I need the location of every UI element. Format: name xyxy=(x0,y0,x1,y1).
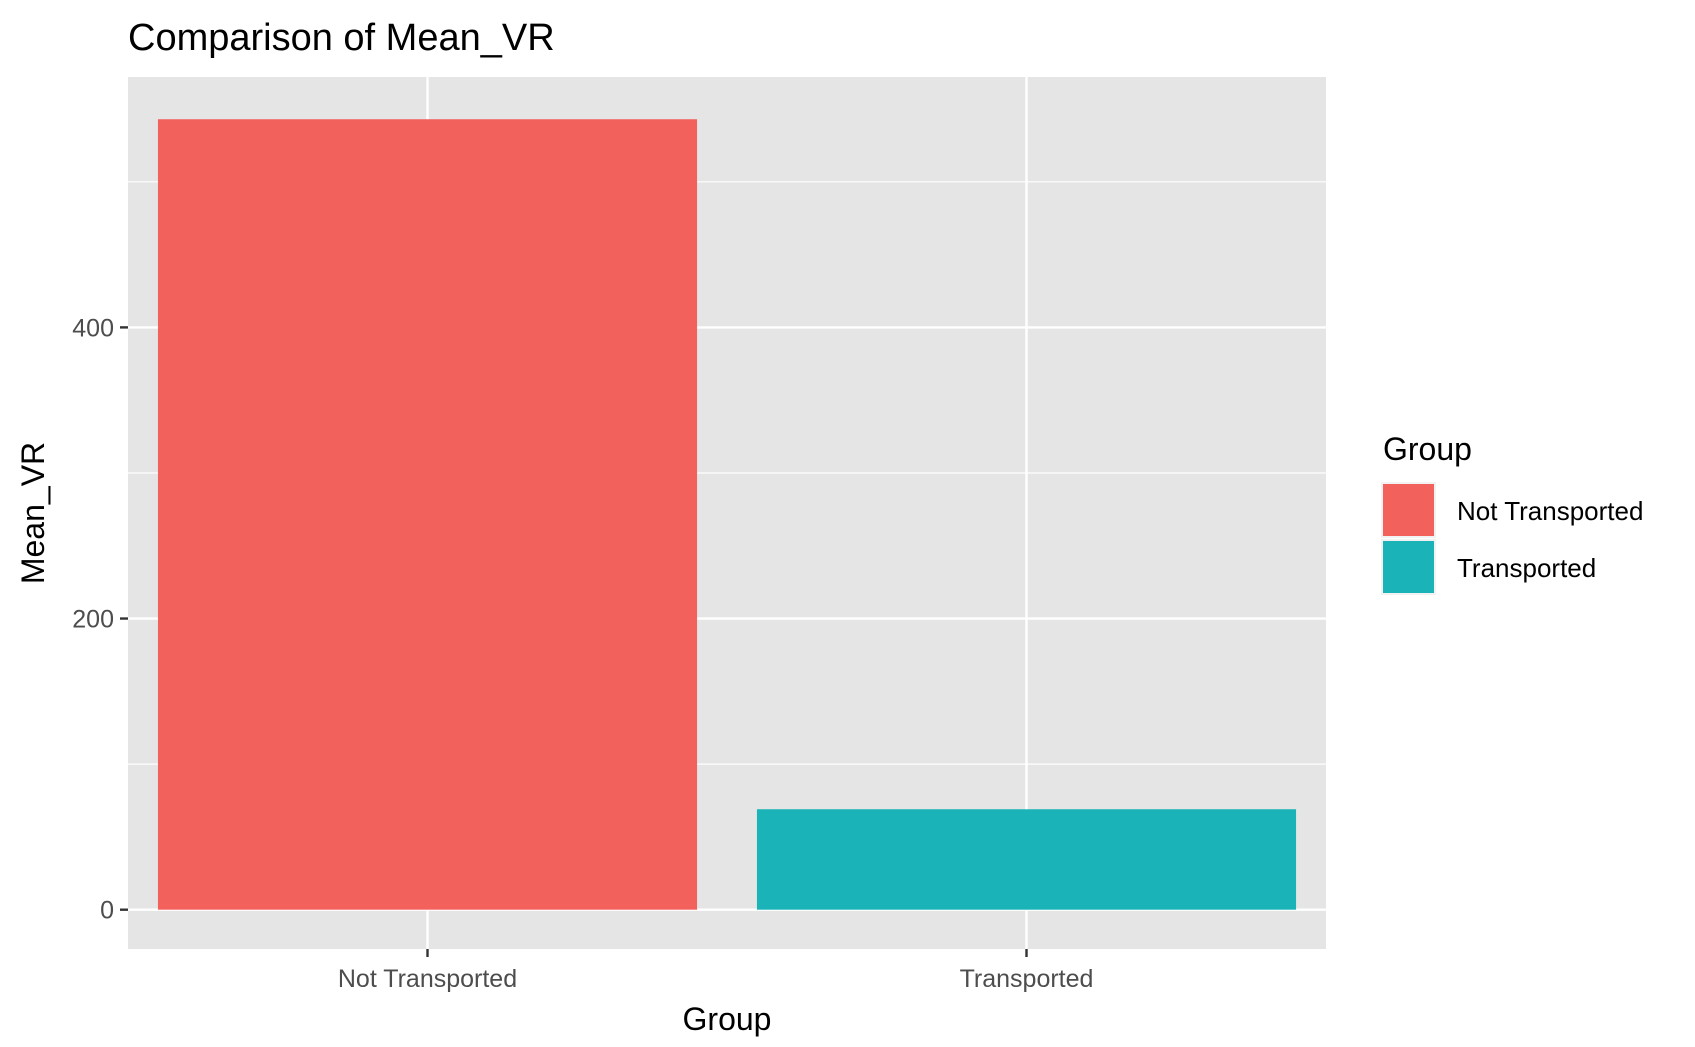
chart-title: Comparison of Mean_VR xyxy=(128,17,555,59)
x-tick-label: Transported xyxy=(960,965,1094,993)
y-tick-label: 400 xyxy=(72,314,114,342)
x-tick-label: Not Transported xyxy=(338,965,517,993)
y-tick-label: 0 xyxy=(100,897,114,925)
x-axis-title: Group xyxy=(683,1001,772,1037)
bar xyxy=(157,119,698,910)
bar xyxy=(756,809,1297,910)
bars xyxy=(157,119,1297,910)
legend-label: Transported xyxy=(1457,553,1596,583)
legend: Group Not Transported Transported xyxy=(1381,431,1643,595)
legend-swatch xyxy=(1383,541,1434,593)
y-axis-title: Mean_VR xyxy=(15,442,51,584)
legend-label: Not Transported xyxy=(1457,496,1643,526)
y-tick-label: 200 xyxy=(72,606,114,634)
legend-items: Not Transported Transported xyxy=(1381,482,1643,595)
legend-swatch xyxy=(1383,484,1434,536)
legend-title: Group xyxy=(1383,431,1472,467)
y-axis: 0 200 400 xyxy=(72,314,128,925)
x-axis: Not Transported Transported xyxy=(338,949,1094,993)
